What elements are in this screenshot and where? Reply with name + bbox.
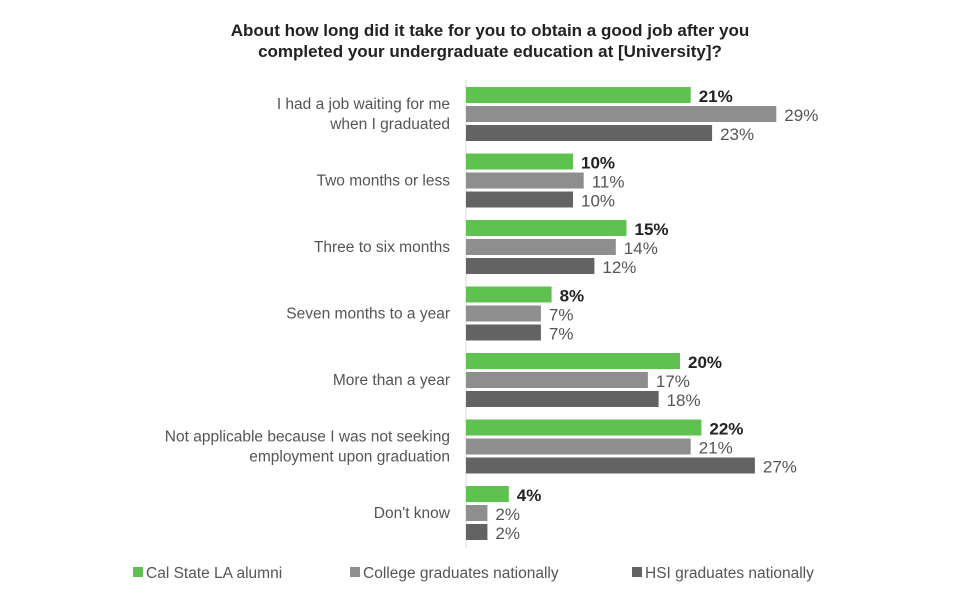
- bar-hsi-national: [466, 524, 488, 540]
- legend-swatch: [133, 567, 143, 577]
- category-label: employment upon graduation: [249, 449, 450, 466]
- category-label: I had a job waiting for me: [277, 96, 450, 113]
- data-label: 20%: [688, 353, 722, 372]
- bar-college-national: [466, 372, 648, 388]
- legend-label: College graduates nationally: [363, 565, 559, 582]
- bar-hsi-national: [466, 457, 755, 474]
- bar-cal-state-la: [466, 419, 702, 436]
- data-label: 2%: [495, 505, 520, 524]
- category-label: Seven months to a year: [286, 306, 450, 323]
- data-label: 23%: [720, 125, 754, 144]
- bar-hsi-national: [466, 391, 659, 407]
- data-label: 22%: [709, 420, 743, 439]
- data-label: 17%: [656, 372, 690, 391]
- bar-cal-state-la: [466, 153, 573, 170]
- data-label: 12%: [602, 258, 636, 277]
- bar-college-national: [466, 172, 584, 189]
- category-label: Don't know: [374, 505, 451, 522]
- category-label: More than a year: [333, 372, 450, 389]
- bar-hsi-national: [466, 191, 573, 208]
- category-label: when I graduated: [329, 116, 450, 133]
- data-label: 11%: [592, 173, 625, 192]
- category-label: Two months or less: [316, 173, 450, 190]
- legend-swatch: [350, 567, 360, 577]
- data-label: 4%: [517, 486, 542, 505]
- data-label: 10%: [581, 192, 615, 211]
- data-label: 14%: [624, 239, 658, 258]
- data-label: 7%: [549, 325, 574, 344]
- bar-college-national: [466, 438, 691, 455]
- data-label: 21%: [699, 87, 733, 106]
- bar-cal-state-la: [466, 486, 509, 502]
- bar-cal-state-la: [466, 286, 552, 303]
- bar-cal-state-la: [466, 87, 691, 103]
- bar-hsi-national: [466, 324, 541, 341]
- data-label: 29%: [784, 106, 818, 125]
- legend-swatch: [632, 567, 642, 577]
- data-label: 8%: [560, 287, 585, 306]
- chart-title-line: About how long did it take for you to ob…: [231, 21, 749, 40]
- legend-label: Cal State LA alumni: [146, 565, 282, 582]
- bar-college-national: [466, 106, 777, 122]
- data-label: 21%: [699, 439, 733, 458]
- data-label: 15%: [635, 220, 669, 239]
- data-label: 27%: [763, 458, 797, 477]
- data-label: 7%: [549, 306, 574, 325]
- data-label: 2%: [495, 524, 520, 543]
- bar-cal-state-la: [466, 220, 627, 236]
- bar-college-national: [466, 239, 616, 255]
- bar-hsi-national: [466, 258, 595, 274]
- bar-college-national: [466, 505, 488, 521]
- data-label: 18%: [667, 391, 701, 410]
- bar-college-national: [466, 305, 541, 322]
- bar-hsi-national: [466, 125, 713, 141]
- data-label: 10%: [581, 154, 615, 173]
- category-label: Not applicable because I was not seeking: [165, 429, 450, 446]
- bar-cal-state-la: [466, 353, 680, 369]
- category-label: Three to six months: [314, 239, 450, 256]
- legend-label: HSI graduates nationally: [645, 565, 814, 582]
- chart-title-line: completed your undergraduate education a…: [258, 42, 722, 61]
